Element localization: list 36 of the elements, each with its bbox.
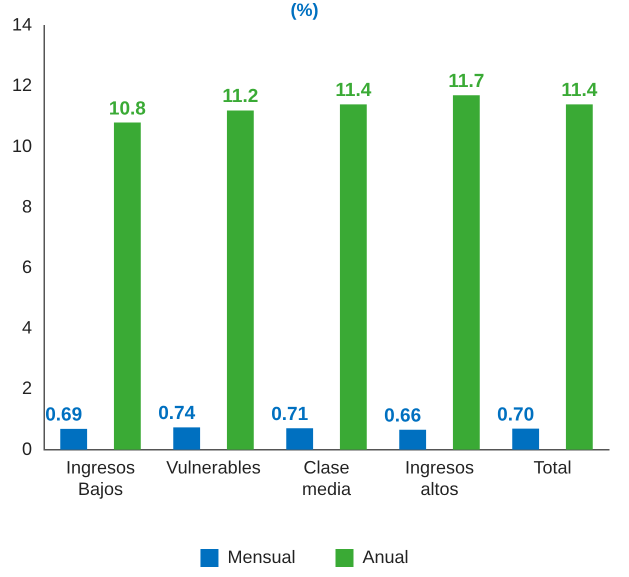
y-tick-label: 4 bbox=[22, 318, 32, 338]
x-tick-label: Clase media bbox=[302, 458, 352, 500]
y-tick-label: 10 bbox=[12, 136, 32, 156]
bar bbox=[173, 427, 200, 450]
y-tick-label: 0 bbox=[22, 438, 32, 459]
data-label: 0.74 bbox=[158, 403, 196, 424]
data-label: 11.2 bbox=[222, 86, 258, 108]
data-label: 11.4 bbox=[335, 80, 372, 102]
bar bbox=[286, 428, 314, 450]
x-tick-label: Ingresos altos bbox=[404, 458, 474, 500]
y-tick-label: 6 bbox=[22, 256, 32, 277]
data-label: 11.7 bbox=[448, 71, 484, 92]
bar bbox=[399, 430, 426, 450]
y-tick-label: 2 bbox=[22, 378, 32, 398]
data-label: 0.69 bbox=[45, 404, 82, 426]
bar bbox=[114, 122, 141, 450]
bar bbox=[566, 104, 593, 450]
x-tick-label: Ingresos Bajos bbox=[66, 458, 136, 500]
y-tick-label: 14 bbox=[12, 14, 32, 35]
legend-label: Anual bbox=[362, 546, 409, 567]
y-tick-label: 8 bbox=[22, 196, 32, 216]
data-label: 0.66 bbox=[384, 406, 422, 427]
bar bbox=[60, 428, 88, 450]
x-tick-label: Total bbox=[533, 458, 572, 478]
chart-title: (%) bbox=[290, 0, 318, 20]
legend-label: Mensual bbox=[227, 546, 296, 567]
x-tick-label: Vulnerables bbox=[166, 458, 261, 478]
y-tick-label: 12 bbox=[12, 75, 32, 96]
bar bbox=[340, 104, 367, 450]
bar bbox=[226, 110, 254, 450]
data-label: 10.8 bbox=[108, 98, 146, 120]
data-label: 0.70 bbox=[497, 404, 534, 426]
bar bbox=[512, 428, 540, 450]
bar bbox=[452, 95, 480, 450]
data-label: 0.71 bbox=[271, 404, 309, 426]
data-label: 11.4 bbox=[561, 80, 598, 102]
